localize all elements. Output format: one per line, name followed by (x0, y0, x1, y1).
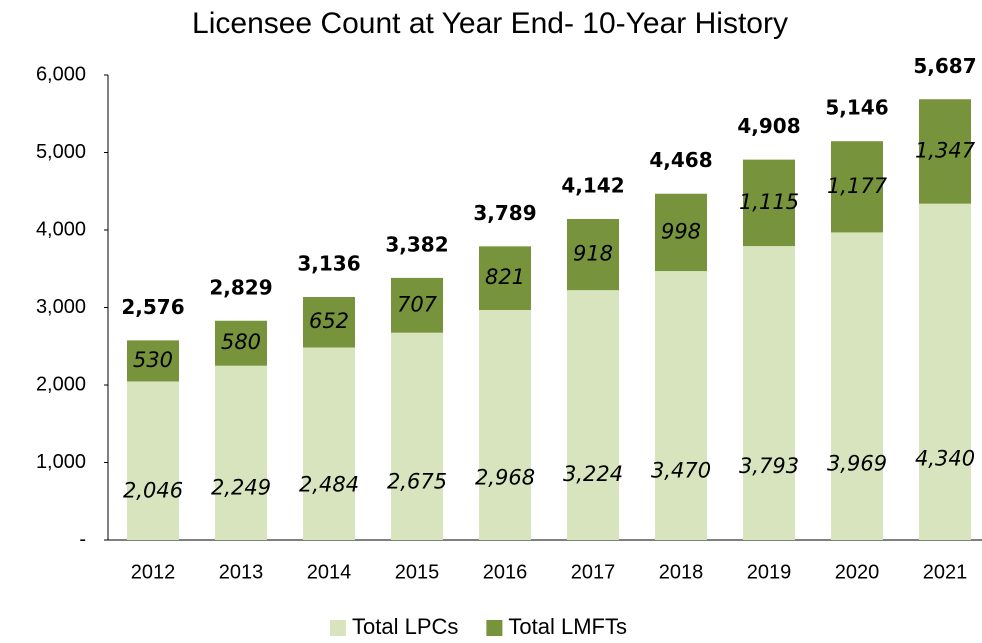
segment-label: 2,484 (299, 472, 359, 496)
y-tick-label: 4,000 (36, 218, 86, 240)
segment-label: 2,249 (211, 476, 271, 500)
total-label: 2,576 (121, 295, 184, 319)
legend-swatch (486, 620, 503, 636)
legend-label: Total LMFTs (508, 614, 627, 639)
y-tick-label: 6,000 (36, 63, 86, 85)
segment-label: 3,470 (651, 459, 711, 483)
segment-label: 2,675 (387, 470, 447, 494)
segment-label: 652 (309, 309, 349, 333)
segment-label: 3,969 (827, 452, 887, 476)
segment-label: 3,224 (563, 462, 623, 486)
bar-segment (479, 246, 531, 310)
x-tick-label: 2021 (923, 561, 968, 583)
bar-segment (919, 203, 971, 540)
x-tick-label: 2014 (307, 561, 352, 583)
y-tick-label: 3,000 (36, 296, 86, 318)
segment-label: 821 (485, 265, 525, 289)
segment-label: 1,177 (827, 174, 888, 198)
bar-segment (743, 246, 795, 541)
bar-segment (831, 141, 883, 233)
y-tick-label: 1,000 (36, 451, 86, 473)
segment-label: 998 (661, 219, 701, 243)
x-tick-label: 2016 (483, 561, 528, 583)
bar-segment (479, 309, 531, 540)
bar-segment (919, 99, 971, 204)
segment-label: 2,046 (123, 478, 183, 502)
segment-label: 2,968 (475, 466, 535, 490)
bar-segment (831, 232, 883, 540)
x-tick-label: 2015 (395, 561, 440, 583)
y-tick-label: - (79, 528, 86, 550)
x-tick-label: 2013 (219, 561, 264, 583)
bar-segment (567, 218, 619, 291)
total-label: 4,142 (561, 173, 624, 197)
total-label: 4,468 (649, 148, 712, 172)
segment-label: 3,793 (739, 454, 799, 478)
bar-segment (655, 193, 707, 272)
total-label: 3,136 (297, 251, 360, 275)
total-label: 5,146 (825, 96, 888, 120)
bar-segment (391, 277, 443, 333)
bar-segment (655, 271, 707, 540)
segment-label: 1,347 (915, 138, 976, 162)
segment-label: 4,340 (915, 446, 975, 470)
legend-label: Total LPCs (352, 614, 458, 639)
segment-label: 530 (133, 348, 173, 372)
bar-segment (215, 365, 267, 540)
segment-label: 707 (397, 292, 438, 316)
bar-segment (215, 320, 267, 366)
total-label: 4,908 (737, 114, 800, 138)
bar-segment (303, 296, 355, 348)
bar-segment (303, 347, 355, 540)
x-tick-label: 2012 (131, 561, 176, 583)
x-tick-label: 2018 (659, 561, 704, 583)
x-tick-label: 2020 (835, 561, 880, 583)
x-tick-label: 2019 (747, 561, 792, 583)
segment-label: 918 (573, 242, 613, 266)
segment-label: 580 (221, 330, 261, 354)
legend-swatch (330, 620, 346, 636)
total-label: 2,829 (209, 275, 272, 299)
y-tick-label: 5,000 (36, 141, 86, 163)
chart-title: Licensee Count at Year End- 10-Year Hist… (192, 7, 788, 40)
x-tick-label: 2017 (571, 561, 616, 583)
bar-segment (567, 290, 619, 540)
total-label: 3,789 (473, 201, 536, 225)
bar-segment (391, 332, 443, 540)
y-tick-label: 2,000 (36, 373, 86, 395)
bar-segment (127, 381, 179, 540)
total-label: 5,687 (913, 54, 976, 78)
bar-segment (743, 159, 795, 247)
bar-segment (127, 340, 179, 382)
segment-label: 1,115 (739, 190, 799, 214)
total-label: 3,382 (385, 232, 448, 256)
